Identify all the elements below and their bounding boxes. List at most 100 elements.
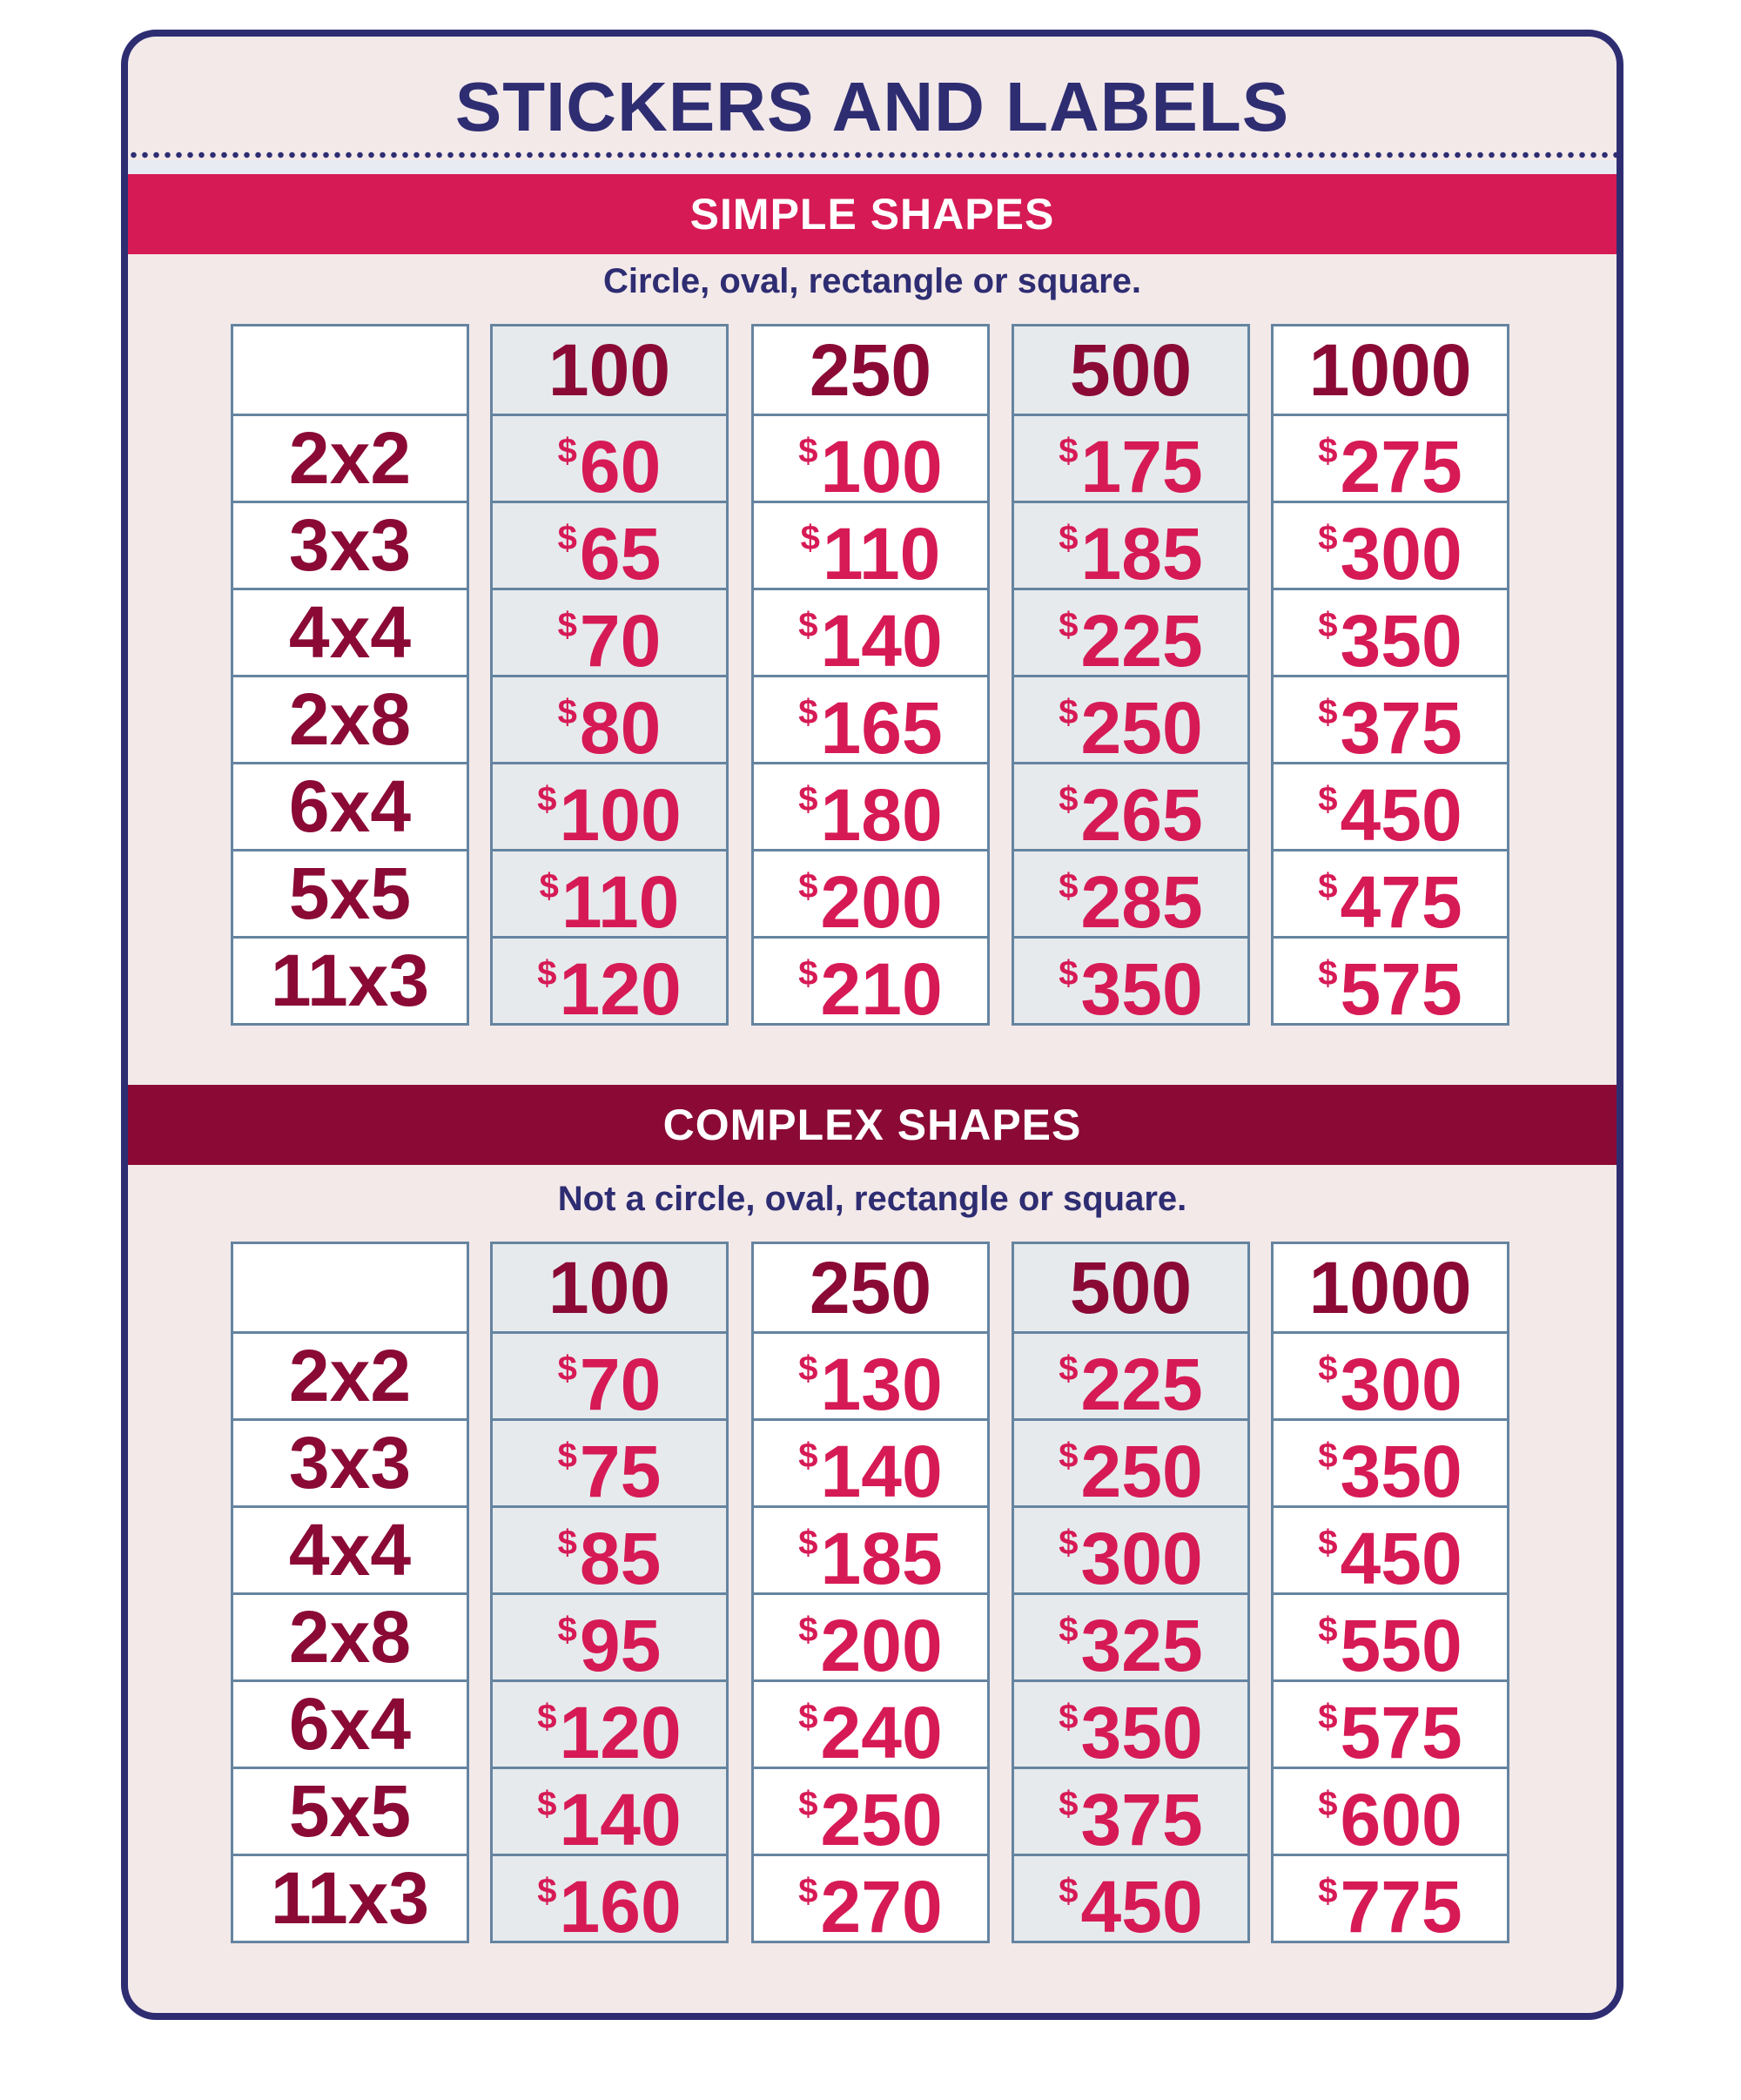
price-cell: $475 (1274, 849, 1507, 943)
price-cell: $775 (1274, 1854, 1507, 1948)
price-value: $225 (1059, 599, 1203, 682)
price-value: $140 (798, 1430, 943, 1512)
price-value: $300 (1059, 1517, 1203, 1599)
size-label: 11x3 (233, 936, 467, 1023)
price-cell: $60 (493, 414, 726, 508)
price-value: $350 (1318, 599, 1462, 682)
price-value: $450 (1059, 1865, 1203, 1948)
price-value: $325 (1059, 1604, 1203, 1686)
price-value: $95 (557, 1604, 662, 1686)
price-value: $140 (798, 599, 943, 682)
page-title: STICKERS AND LABELS (454, 68, 1290, 145)
price-cell: $275 (1274, 414, 1507, 508)
quantity-header: 250 (809, 1246, 932, 1329)
price-card: STICKERS AND LABELS SIMPLE SHAPES Circle… (121, 30, 1623, 2020)
quantity-column: 500 $175 $185 $225 $250 $265 $285 $350 (1012, 324, 1250, 1030)
price-value: $185 (1059, 512, 1203, 595)
size-label: 3x3 (233, 1418, 467, 1505)
price-value: $265 (1059, 773, 1203, 856)
quantity-header: 250 (809, 328, 932, 411)
price-cell: $140 (493, 1767, 726, 1861)
price-value: $575 (1318, 947, 1462, 1030)
quantity-header: 1000 (1308, 328, 1472, 411)
price-cell: $600 (1274, 1767, 1507, 1861)
simple-shapes-heading: SIMPLE SHAPES (128, 174, 1617, 254)
price-value: $70 (557, 599, 662, 682)
price-value: $85 (557, 1517, 662, 1599)
price-value: $65 (557, 512, 662, 595)
simple-shapes-price-table: 2x2 3x3 4x4 2x8 6x4 5x5 11x3 100 $60 $65 $70 $80 $10… (231, 324, 1519, 1030)
price-cell: $375 (1014, 1767, 1247, 1861)
price-cell: $110 (754, 501, 987, 595)
price-cell: $450 (1014, 1854, 1247, 1948)
price-cell: $300 (1274, 501, 1507, 595)
price-value: $450 (1318, 1517, 1462, 1599)
price-value: $350 (1059, 947, 1203, 1030)
price-value: $285 (1059, 860, 1203, 943)
price-cell: $200 (754, 849, 987, 943)
price-cell: $225 (1014, 588, 1247, 682)
simple-shapes-subtitle: Circle, oval, rectangle or square. (602, 262, 1142, 300)
price-cell: $285 (1014, 849, 1247, 943)
price-cell: $270 (754, 1854, 987, 1948)
price-cell: $140 (754, 1418, 987, 1512)
price-value: $375 (1059, 1778, 1203, 1861)
price-cell: $70 (493, 588, 726, 682)
size-label: 5x5 (233, 849, 467, 936)
price-cell: $350 (1274, 1418, 1507, 1512)
size-label: 2x2 (233, 1331, 467, 1418)
price-cell: $350 (1014, 936, 1247, 1030)
price-value: $200 (798, 860, 943, 943)
price-value: $600 (1318, 1778, 1462, 1861)
complex-shapes-subtitle: Not a circle, oval, rectangle or square. (557, 1180, 1187, 1218)
price-value: $375 (1318, 686, 1462, 769)
price-value: $450 (1318, 773, 1462, 856)
price-cell: $130 (754, 1331, 987, 1425)
price-value: $200 (798, 1604, 943, 1686)
price-cell: $250 (1014, 1418, 1247, 1512)
price-cell: $95 (493, 1592, 726, 1686)
price-cell: $375 (1274, 675, 1507, 769)
price-cell: $175 (1014, 414, 1247, 508)
price-cell: $350 (1014, 1679, 1247, 1774)
price-cell: $200 (754, 1592, 987, 1686)
price-cell: $85 (493, 1505, 726, 1599)
price-value: $270 (798, 1865, 943, 1948)
quantity-column: 1000 $300 $350 $450 $550 $575 $600 $775 (1271, 1242, 1509, 1948)
price-value: $575 (1318, 1691, 1462, 1774)
price-cell: $575 (1274, 1679, 1507, 1774)
price-value: $250 (1059, 1430, 1203, 1512)
size-label: 4x4 (233, 1505, 467, 1592)
price-value: $240 (798, 1691, 943, 1774)
size-label: 5x5 (233, 1767, 467, 1854)
price-value: $210 (798, 947, 943, 1030)
size-label: 2x8 (233, 1592, 467, 1679)
price-cell: $185 (1014, 501, 1247, 595)
price-value: $140 (537, 1778, 682, 1861)
price-value: $110 (539, 860, 680, 943)
corner-cell (233, 326, 467, 414)
price-cell: $350 (1274, 588, 1507, 682)
price-cell: $160 (493, 1854, 726, 1948)
price-cell: $185 (754, 1505, 987, 1599)
price-value: $250 (798, 1778, 943, 1861)
price-value: $775 (1318, 1865, 1462, 1948)
price-cell: $250 (754, 1767, 987, 1861)
size-label: 2x2 (233, 414, 467, 501)
size-label: 11x3 (233, 1854, 467, 1941)
size-column: 2x2 3x3 4x4 2x8 6x4 5x5 11x3 (231, 1242, 469, 1943)
price-value: $165 (798, 686, 943, 769)
price-cell: $140 (754, 588, 987, 682)
quantity-header: 100 (548, 328, 671, 411)
price-cell: $70 (493, 1331, 726, 1425)
price-cell: $65 (493, 501, 726, 595)
size-label: 4x4 (233, 588, 467, 675)
price-value: $225 (1059, 1343, 1203, 1425)
size-label: 2x8 (233, 675, 467, 762)
price-cell: $110 (493, 849, 726, 943)
price-value: $180 (798, 773, 943, 856)
complex-shapes-heading: COMPLEX SHAPES (128, 1085, 1617, 1165)
size-label: 3x3 (233, 501, 467, 588)
price-cell: $100 (754, 414, 987, 508)
price-cell: $240 (754, 1679, 987, 1774)
